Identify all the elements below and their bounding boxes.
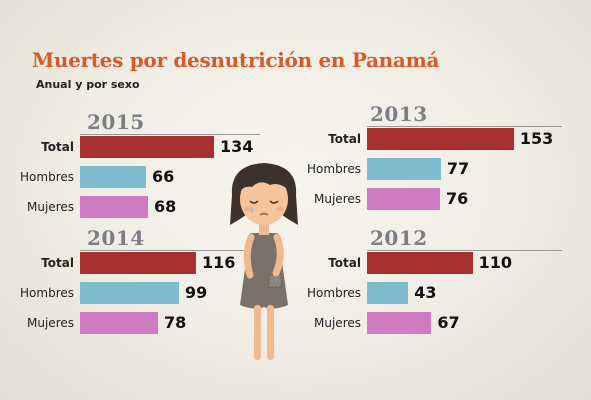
panel-year-label: 2013 [370,102,428,126]
category-label: Hombres [307,162,361,176]
child-eye-right [269,200,279,204]
bar-mujeres [80,312,158,334]
data-label-total: 134 [220,137,254,156]
category-label: Mujeres [314,316,361,330]
bar-mujeres [367,188,440,210]
bar-hombres [367,158,441,180]
child-neck [259,221,269,235]
child-cheek-right [276,206,284,212]
bar-mujeres [367,312,432,334]
data-label-mujeres: 68 [154,197,177,216]
category-label: Total [328,256,361,270]
bar-mujeres [80,196,148,218]
bar-hombres [80,166,146,188]
bar-row-mujeres: Mujeres 78 [0,312,290,334]
bar-row-total: Total 134 [0,136,290,158]
data-label-mujeres: 78 [164,313,187,332]
chart-panel-2014: 2014 Total 116 Hombres 99 Mujeres 78 [0,226,290,338]
panel-year-label: 2012 [370,226,428,250]
category-label: Mujeres [27,316,74,330]
data-label-mujeres: 67 [437,313,460,332]
category-label: Hombres [307,286,361,300]
child-arm-right [272,233,284,277]
panel-divider [367,250,562,251]
panel-divider [80,134,260,135]
category-label: Total [41,256,74,270]
chart-title: Muertes por desnutrición en Panamá [32,48,440,72]
category-label: Hombres [20,170,74,184]
data-label-hombres: 43 [414,283,437,302]
bar-row-hombres: Hombres 43 [292,282,582,304]
child-eye-left [249,200,259,204]
category-label: Mujeres [27,200,74,214]
category-label: Total [41,140,74,154]
bar-total [367,252,473,274]
panel-divider [80,250,260,251]
bar-row-total: Total 110 [292,252,582,274]
panel-year-label: 2014 [87,226,145,250]
child-leg-left [254,305,261,360]
bar-row-mujeres: Mujeres 67 [292,312,582,334]
child-dress [240,233,288,309]
bar-row-hombres: Hombres 66 [0,166,290,188]
child-bangs [238,169,292,193]
child-dress-patch [268,274,282,288]
bar-row-hombres: Hombres 77 [292,158,582,180]
bar-row-total: Total 116 [0,252,290,274]
data-label-hombres: 99 [185,283,208,302]
bar-total [80,136,214,158]
data-label-hombres: 66 [152,167,175,186]
data-label-total: 153 [519,129,554,148]
category-label: Total [328,132,361,146]
data-label-hombres: 77 [446,159,470,178]
category-label: Hombres [20,286,74,300]
child-mouth [259,212,269,216]
data-label-total: 116 [202,253,236,272]
bar-row-hombres: Hombres 99 [0,282,290,304]
chart-panel-2013: 2013 Total 153 Hombres 77 Mujeres 76 [292,102,582,214]
child-leg-right [267,305,274,360]
chart-panel-2012: 2012 Total 110 Hombres 43 Mujeres 67 [292,226,582,338]
bar-total [367,128,514,150]
bar-total [80,252,196,274]
child-arm-left [243,233,255,279]
bar-row-mujeres: Mujeres 76 [292,188,582,210]
bar-row-mujeres: Mujeres 68 [0,196,290,218]
child-illustration [230,163,298,360]
data-label-total: 110 [478,253,512,272]
bar-hombres [367,282,409,304]
category-label: Mujeres [314,192,361,206]
chart-panel-2015: 2015 Total 134 Hombres 66 Mujeres 68 [0,110,290,222]
panel-divider [367,126,562,127]
bar-row-total: Total 153 [292,128,582,150]
child-cheek-left [244,206,252,212]
panel-year-label: 2015 [87,110,145,134]
data-label-mujeres: 76 [445,189,469,208]
chart-subtitle: Anual y por sexo [36,78,140,91]
bar-hombres [80,282,179,304]
